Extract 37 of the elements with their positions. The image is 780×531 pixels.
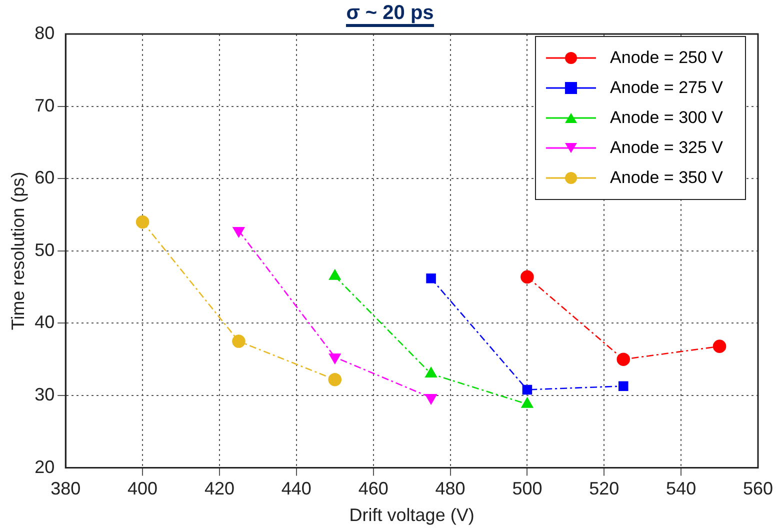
point <box>618 381 628 391</box>
point <box>521 398 534 408</box>
y-tick-label: 50 <box>34 240 55 260</box>
point <box>616 352 630 366</box>
y-tick-label: 70 <box>34 95 55 116</box>
x-tick-label: 420 <box>204 478 235 499</box>
x-axis-title: Drift voltage (V) <box>349 505 474 526</box>
x-tick-label: 440 <box>281 478 312 499</box>
legend-label: Anode = 250 V <box>610 48 723 68</box>
y-axis-title: Time resolution (ps) <box>8 172 28 330</box>
point <box>329 270 341 280</box>
x-tick-label: 560 <box>742 478 774 499</box>
y-tick-label: 40 <box>34 312 55 332</box>
point <box>426 273 436 284</box>
legend-label: Anode = 350 V <box>610 168 723 188</box>
y-tick-label: 20 <box>34 456 55 477</box>
x-tick-label: 480 <box>435 478 466 499</box>
x-tick-label: 540 <box>666 478 696 499</box>
point <box>520 270 534 284</box>
x-tick-label: 500 <box>512 478 542 499</box>
point <box>712 340 726 353</box>
legend-label: Anode = 325 V <box>610 138 723 158</box>
point <box>328 372 342 386</box>
y-tick-label: 80 <box>34 22 55 43</box>
x-tick-label: 520 <box>589 478 620 499</box>
point <box>136 215 150 229</box>
point <box>232 334 246 348</box>
chart-title: σ ~ 20 ps <box>346 2 434 27</box>
legend-label: Anode = 275 V <box>610 78 723 98</box>
point <box>425 367 437 378</box>
legend-label: Anode = 300 V <box>610 108 723 128</box>
y-tick-label: 60 <box>34 168 55 188</box>
point <box>522 384 532 395</box>
y-tick-label: 30 <box>34 384 55 404</box>
x-tick-label: 380 <box>50 478 81 499</box>
x-tick-label: 460 <box>358 478 388 499</box>
x-tick-label: 400 <box>128 478 158 499</box>
